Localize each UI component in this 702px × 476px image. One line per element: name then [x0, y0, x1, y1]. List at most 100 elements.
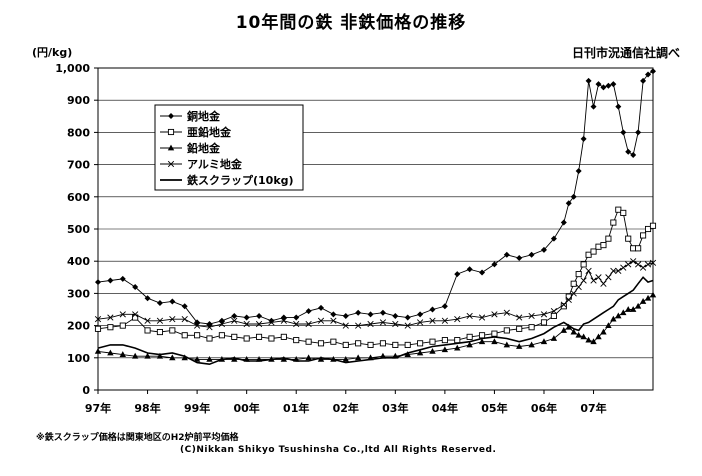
- data-point: [131, 352, 139, 359]
- data-point: [305, 338, 312, 345]
- data-point: [625, 261, 632, 268]
- data-point: [231, 356, 238, 362]
- data-point: [590, 103, 597, 110]
- data-point: [280, 333, 287, 340]
- data-point: [610, 81, 617, 88]
- y-tick-label: 1,000: [55, 62, 90, 75]
- data-point: [429, 347, 436, 354]
- footnote: ※鉄スクラップ価格は関東地区のH2炉前平均価格: [36, 433, 239, 443]
- data-point: [644, 225, 652, 233]
- data-point: [595, 81, 602, 88]
- data-point: [293, 314, 300, 321]
- data-point: [355, 309, 362, 316]
- data-point: [550, 312, 557, 319]
- data-point: [144, 295, 151, 302]
- data-point: [94, 316, 102, 323]
- data-point: [600, 328, 607, 335]
- data-point: [540, 246, 547, 253]
- data-point: [634, 302, 642, 309]
- data-point: [231, 317, 238, 324]
- data-point: [645, 71, 652, 78]
- data-point: [206, 324, 213, 331]
- data-point: [330, 338, 337, 345]
- series-5: [97, 276, 654, 366]
- y-axis-ticks: 0 100 200 300 400 500 600 700 800 900 1,000: [55, 62, 98, 397]
- data-point: [107, 277, 114, 284]
- data-point: [466, 266, 473, 273]
- y-tick-label: 700: [67, 159, 90, 172]
- y-tick-label: 600: [67, 191, 90, 204]
- data-point: [305, 308, 312, 315]
- data-point: [595, 333, 602, 340]
- x-tick-label: 06年: [531, 401, 557, 415]
- data-point: [635, 245, 642, 252]
- data-point: [429, 306, 436, 313]
- data-point: [528, 251, 535, 258]
- data-point: [620, 209, 627, 216]
- data-point: [404, 341, 411, 348]
- data-point: [625, 306, 632, 312]
- data-point: [144, 327, 151, 334]
- data-point: [610, 267, 617, 274]
- data-point: [605, 82, 612, 89]
- data-point: [94, 347, 102, 354]
- data-point: [478, 338, 486, 345]
- data-point: [132, 311, 139, 318]
- data-point: [625, 148, 632, 155]
- data-point: [528, 312, 535, 320]
- x-tick-label: 03年: [382, 401, 408, 415]
- data-point: [268, 335, 275, 342]
- data-point: [575, 331, 582, 338]
- data-point: [600, 280, 607, 287]
- y-tick-label: 200: [67, 320, 90, 333]
- series-line: [97, 276, 654, 366]
- data-point: [218, 332, 225, 339]
- data-point: [355, 340, 362, 347]
- legend-marker: [167, 144, 175, 151]
- data-point: [615, 267, 622, 274]
- data-point: [181, 332, 188, 339]
- data-point: [600, 242, 607, 249]
- y-tick-label: 400: [67, 255, 90, 268]
- x-axis-ticks: 97年 98年 99年 00年 01年 02年 03年 04年 05年 06年 07年: [85, 390, 607, 415]
- data-point: [379, 309, 386, 316]
- data-point: [94, 325, 102, 332]
- data-point: [635, 261, 642, 268]
- data-point: [640, 232, 647, 239]
- data-point: [404, 322, 411, 329]
- data-point: [570, 193, 577, 200]
- data-point: [590, 338, 597, 345]
- x-tick-label: 02年: [333, 401, 359, 415]
- data-point: [590, 248, 597, 255]
- data-point: [585, 251, 592, 258]
- data-point: [615, 103, 622, 110]
- data-point: [620, 309, 627, 316]
- data-point: [649, 259, 657, 266]
- data-point: [503, 309, 510, 316]
- data-point: [243, 335, 250, 342]
- data-point: [550, 335, 558, 341]
- data-point: [144, 352, 151, 359]
- data-point: [644, 261, 652, 268]
- data-point: [280, 317, 287, 324]
- data-point: [639, 298, 647, 304]
- data-point: [595, 243, 602, 250]
- data-point: [132, 283, 139, 290]
- legend-label: 鉛地金: [187, 141, 221, 155]
- data-point: [354, 354, 362, 361]
- data-point: [649, 291, 657, 298]
- data-point: [441, 346, 449, 353]
- data-point: [615, 206, 622, 213]
- data-point: [293, 320, 300, 328]
- data-point: [156, 328, 163, 336]
- legend-label: アルミ地金: [187, 157, 243, 171]
- data-point: [503, 341, 511, 348]
- legend-label: 亜鉛地金: [187, 125, 232, 139]
- data-point: [540, 311, 548, 318]
- data-point: [404, 314, 411, 321]
- copyright-text: (C)Nikkan Shikyo Tsushinsha Co.,ltd All …: [180, 445, 497, 455]
- data-point: [416, 349, 424, 356]
- data-point: [280, 356, 288, 362]
- data-point: [305, 354, 312, 361]
- data-point: [516, 343, 523, 349]
